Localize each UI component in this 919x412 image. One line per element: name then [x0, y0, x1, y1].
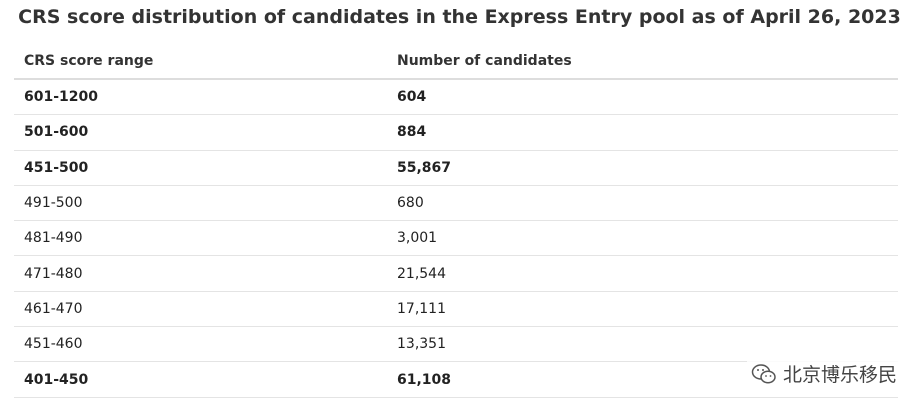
cell: 3,001 [397, 230, 438, 247]
cell: 401-450 [24, 371, 89, 388]
wechat-icon [751, 363, 776, 384]
cell: 471-480 [24, 265, 83, 282]
cell: 481-490 [24, 230, 83, 247]
row: 481-490 3,001 [14, 221, 898, 257]
cell: 451-500 [24, 159, 89, 176]
cell: 501-600 [24, 124, 89, 141]
cell: 680 [397, 195, 424, 212]
watermark-text: 北京博乐移民 [782, 364, 897, 386]
row: 461-470 17,111 [14, 292, 898, 328]
table: CRS score range Number of candidates 601… [14, 44, 898, 398]
header-cell: CRS score range [24, 53, 154, 69]
cell: 491-500 [24, 195, 83, 212]
cell: 13,351 [397, 336, 446, 353]
cell: 55,867 [397, 159, 452, 176]
watermark: 北京博乐移民 [746, 358, 901, 389]
cell: 451-460 [24, 336, 83, 353]
row: 401-450 61,108 [14, 362, 898, 398]
cell: 604 [397, 89, 427, 106]
cell: 17,111 [397, 300, 446, 317]
cell: 461-470 [24, 300, 83, 317]
cell: 21,544 [397, 265, 446, 282]
row: 601-1200 604 [14, 80, 898, 116]
row: 451-460 13,351 [14, 327, 898, 363]
row: 491-500 680 [14, 186, 898, 222]
header-row: CRS score range Number of candidates [14, 44, 898, 80]
row: 471-480 21,544 [14, 256, 898, 292]
row: 501-600 884 [14, 115, 898, 151]
cell: 884 [397, 124, 427, 141]
cell: 61,108 [397, 371, 452, 388]
header-cell: Number of candidates [397, 53, 572, 69]
row: 451-500 55,867 [14, 151, 898, 186]
cell: 601-1200 [24, 89, 98, 106]
table-title: CRS score distribution of candidates in … [18, 6, 901, 28]
